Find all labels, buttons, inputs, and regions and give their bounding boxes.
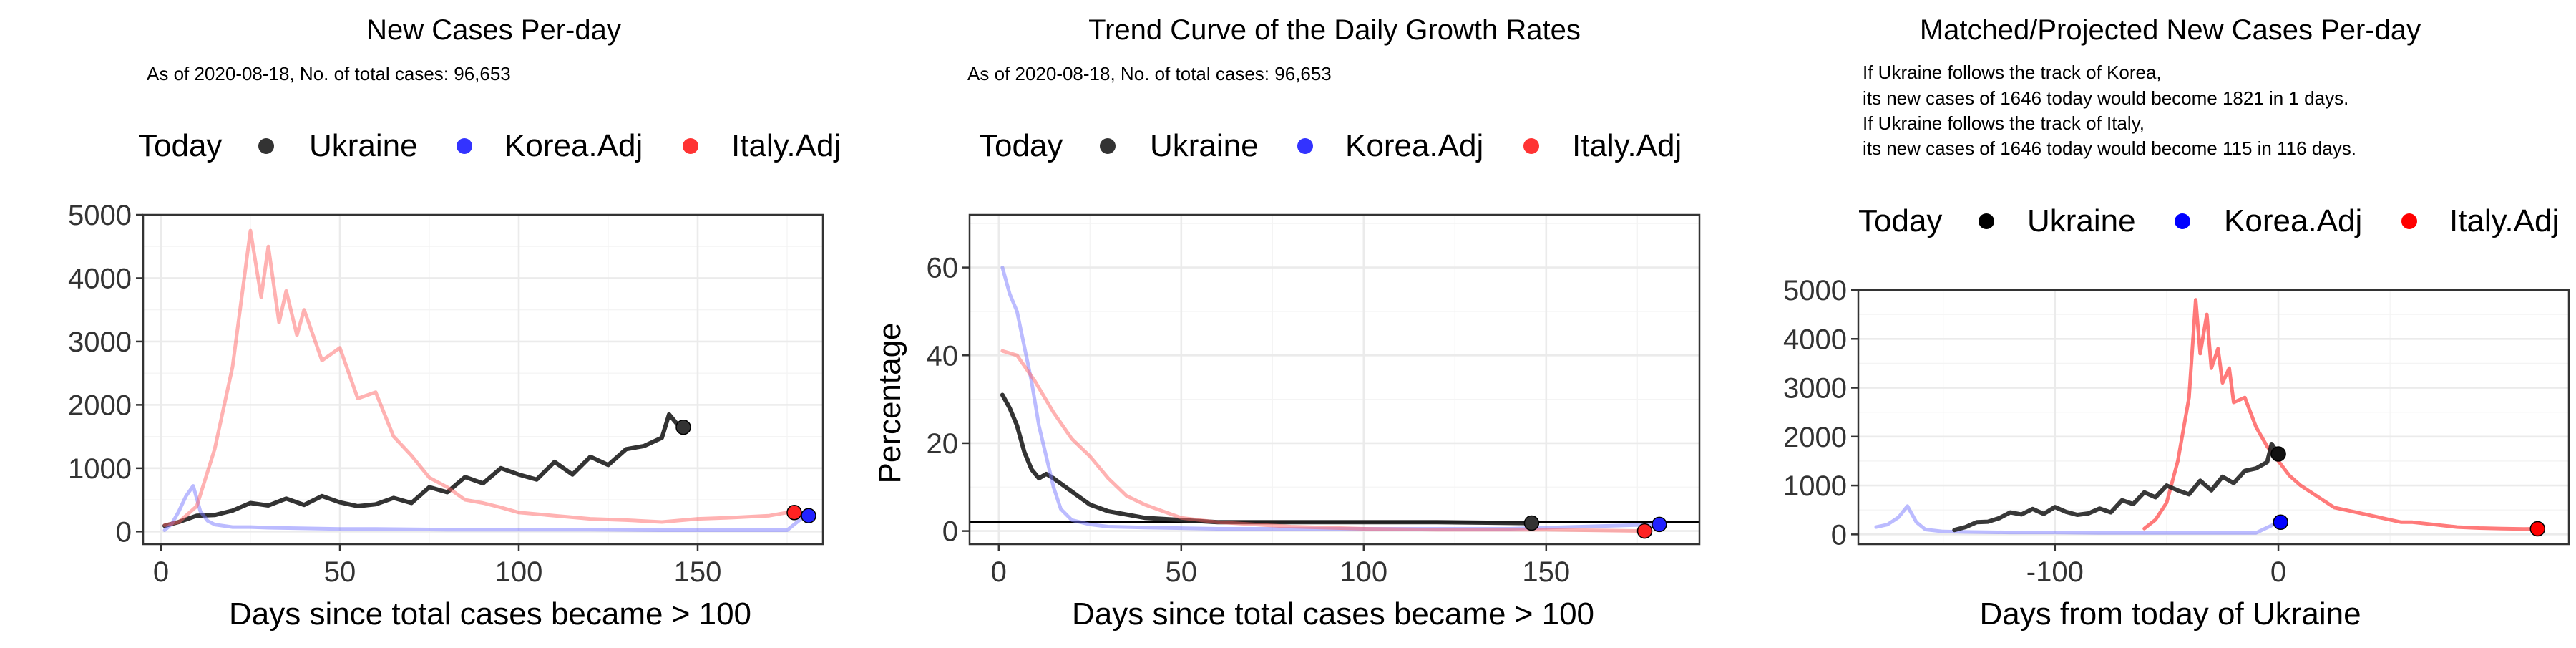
x-tick-label: -100 <box>2026 556 2084 588</box>
today-point-italy-adj <box>2529 521 2546 537</box>
legend-marker-korea-adj <box>1297 138 1313 154</box>
today-point-italy-adj <box>1636 523 1653 539</box>
today-point-ukraine <box>2270 446 2286 462</box>
y-tick-label: 3000 <box>68 327 132 358</box>
x-tick-label: 50 <box>1166 556 1198 588</box>
legend-label-ukraine: Ukraine <box>1150 128 1259 163</box>
y-tick-label: 1000 <box>1783 470 1847 502</box>
x-tick-label: 0 <box>2270 556 2286 588</box>
plot-frame <box>142 213 824 546</box>
legend-marker-korea-adj <box>2175 213 2190 229</box>
today-point-ukraine <box>1523 515 1540 531</box>
chart-title: Trend Curve of the Daily Growth Rates <box>1088 14 1581 46</box>
series-line-italy-adj <box>162 228 789 527</box>
plot-area: 0 50 100 150 0 1000 2000 3000 4000 5000 <box>68 200 824 588</box>
series-line-italy-adj <box>1000 349 1646 533</box>
x-tick-label: 50 <box>324 556 356 588</box>
legend-label-ukraine: Ukraine <box>2027 203 2136 238</box>
today-point-korea-adj <box>801 508 816 523</box>
legend-label-korea-adj: Korea.Adj <box>1345 128 1483 163</box>
annotation-line: its new cases of 1646 today would become… <box>1863 87 2348 109</box>
y-tick-label: 4000 <box>1783 324 1847 355</box>
x-axis-title: Days since total cases became > 100 <box>229 596 751 632</box>
x-axis-title: Days from today of Ukraine <box>1979 596 2361 632</box>
series-line-korea-adj <box>1000 266 1658 531</box>
legend-title: Today <box>138 128 222 163</box>
x-tick-label: 100 <box>495 556 543 588</box>
legend-label-italy-adj: Italy.Adj <box>731 128 841 163</box>
y-tick-label: 2000 <box>1783 422 1847 453</box>
series-line-ukraine <box>1000 392 1531 526</box>
legend-marker-italy-adj <box>683 138 698 154</box>
today-point-italy-adj <box>786 505 802 521</box>
y-tick-label: 60 <box>927 253 959 284</box>
legend-marker-italy-adj <box>1523 138 1539 154</box>
plot-frame <box>1857 289 2570 546</box>
plot-area: -100 0 0 1000 2000 3000 4000 5000 <box>1783 275 2570 588</box>
x-tick-label: 0 <box>153 556 169 588</box>
legend-marker-ukraine <box>1100 138 1116 154</box>
plot-area: 0 50 100 150 0 20 40 60 <box>927 213 1701 588</box>
legend-label-korea-adj: Korea.Adj <box>2224 203 2362 238</box>
legend-marker-italy-adj <box>2401 213 2417 229</box>
x-tick-label: 100 <box>1340 556 1387 588</box>
legend-marker-ukraine <box>1979 213 1994 229</box>
legend-label-italy-adj: Italy.Adj <box>2449 203 2559 238</box>
legend-label-ukraine: Ukraine <box>309 128 418 163</box>
chart-title: Matched/Projected New Cases Per-day <box>1920 14 2421 46</box>
projection-annotation: If Ukraine follows the track of Korea, i… <box>1863 62 2356 159</box>
legend: Today Ukraine Korea.Adj Italy.Adj <box>138 128 841 163</box>
plot-background <box>970 215 1699 544</box>
annotation-line: If Ukraine follows the track of Italy, <box>1863 112 2145 134</box>
chart-title: New Cases Per-day <box>366 14 621 46</box>
y-tick-label: 0 <box>116 516 132 548</box>
series-line-ukraine <box>162 412 682 528</box>
x-axis-title: Days since total cases became > 100 <box>1072 596 1594 632</box>
legend-marker-ukraine <box>258 138 274 154</box>
series-line-ukraine <box>1952 442 2281 533</box>
panel-daily-growth-rates: Trend Curve of the Daily Growth Rates As… <box>872 14 1701 632</box>
y-tick-label: 4000 <box>68 263 132 294</box>
legend-label-italy-adj: Italy.Adj <box>1572 128 1682 163</box>
legend: Today Ukraine Korea.Adj Italy.Adj <box>1858 203 2559 238</box>
y-tick-label: 5000 <box>68 200 132 231</box>
chart-subtitle: As of 2020-08-18, No. of total cases: 96… <box>147 63 511 84</box>
y-tick-label: 3000 <box>1783 373 1847 405</box>
annotation-line: its new cases of 1646 today would become… <box>1863 137 2356 159</box>
chart-subtitle: As of 2020-08-18, No. of total cases: 96… <box>967 63 1332 84</box>
x-tick-label: 150 <box>1522 556 1570 588</box>
legend-marker-korea-adj <box>457 138 472 154</box>
panel-matched-projected: Matched/Projected New Cases Per-day If U… <box>1783 14 2570 632</box>
legend-title: Today <box>979 128 1063 163</box>
y-tick-label: 40 <box>927 340 959 372</box>
plot-background <box>1858 290 2569 544</box>
y-tick-label: 1000 <box>68 453 132 485</box>
y-axis-title: Percentage <box>872 322 907 483</box>
legend-label-korea-adj: Korea.Adj <box>504 128 643 163</box>
y-tick-label: 0 <box>1831 519 1847 551</box>
annotation-line: If Ukraine follows the track of Korea, <box>1863 62 2162 83</box>
y-tick-label: 2000 <box>68 390 132 421</box>
y-tick-label: 5000 <box>1783 275 1847 306</box>
legend-title: Today <box>1858 203 1942 238</box>
series-line-korea-adj <box>1874 504 2280 535</box>
series-line-korea-adj <box>162 484 807 532</box>
today-point-korea-adj <box>2273 514 2288 531</box>
series-line-italy-adj <box>2142 298 2540 531</box>
today-point-ukraine <box>675 419 691 435</box>
legend: Today Ukraine Korea.Adj Italy.Adj <box>979 128 1682 163</box>
x-tick-label: 150 <box>674 556 722 588</box>
panel-new-cases-per-day: New Cases Per-day As of 2020-08-18, No. … <box>68 14 841 632</box>
today-point-korea-adj <box>1652 516 1667 533</box>
y-tick-label: 20 <box>927 428 959 460</box>
x-tick-label: 0 <box>991 556 1007 588</box>
plot-frame <box>968 213 1701 546</box>
y-tick-label: 0 <box>942 516 958 548</box>
